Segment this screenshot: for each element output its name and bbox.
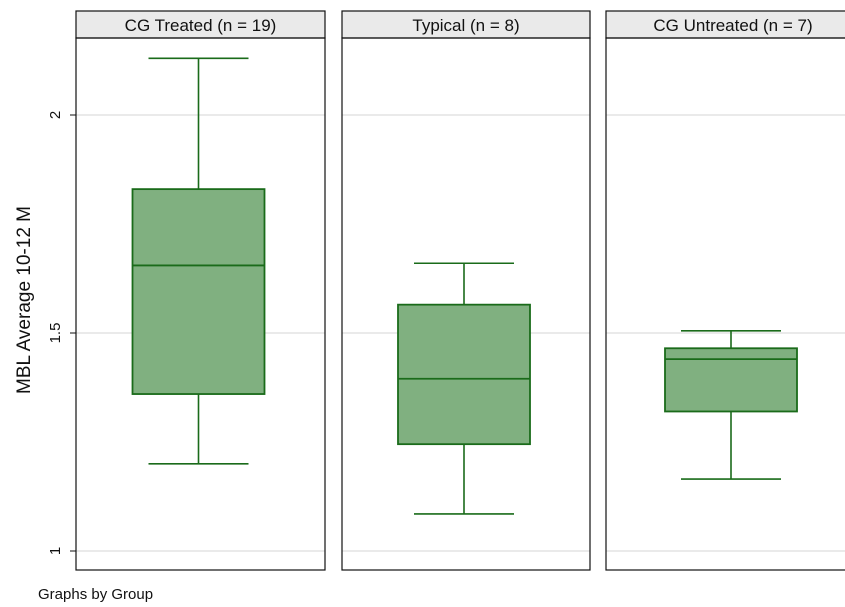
panel-frame xyxy=(75,37,326,571)
panel-title: CG Treated (n = 19) xyxy=(125,16,277,35)
y-tick-label: 1.5 xyxy=(47,323,64,344)
y-tick-label: 1 xyxy=(47,547,64,555)
y-tick-label: 2 xyxy=(47,111,64,119)
iqr-box xyxy=(131,188,266,395)
y-axis-title: MBL Average 10-12 M xyxy=(14,206,35,394)
panel-header xyxy=(605,10,845,39)
panel-header xyxy=(75,10,326,39)
panel-title: CG Untreated (n = 7) xyxy=(653,16,812,35)
panel-frame xyxy=(605,37,845,571)
iqr-box xyxy=(664,347,798,413)
panel-header xyxy=(341,10,591,39)
iqr-box xyxy=(397,303,531,446)
footnote: Graphs by Group xyxy=(38,586,154,603)
panel-frame xyxy=(341,37,591,571)
panel-title: Typical (n = 8) xyxy=(412,16,519,35)
